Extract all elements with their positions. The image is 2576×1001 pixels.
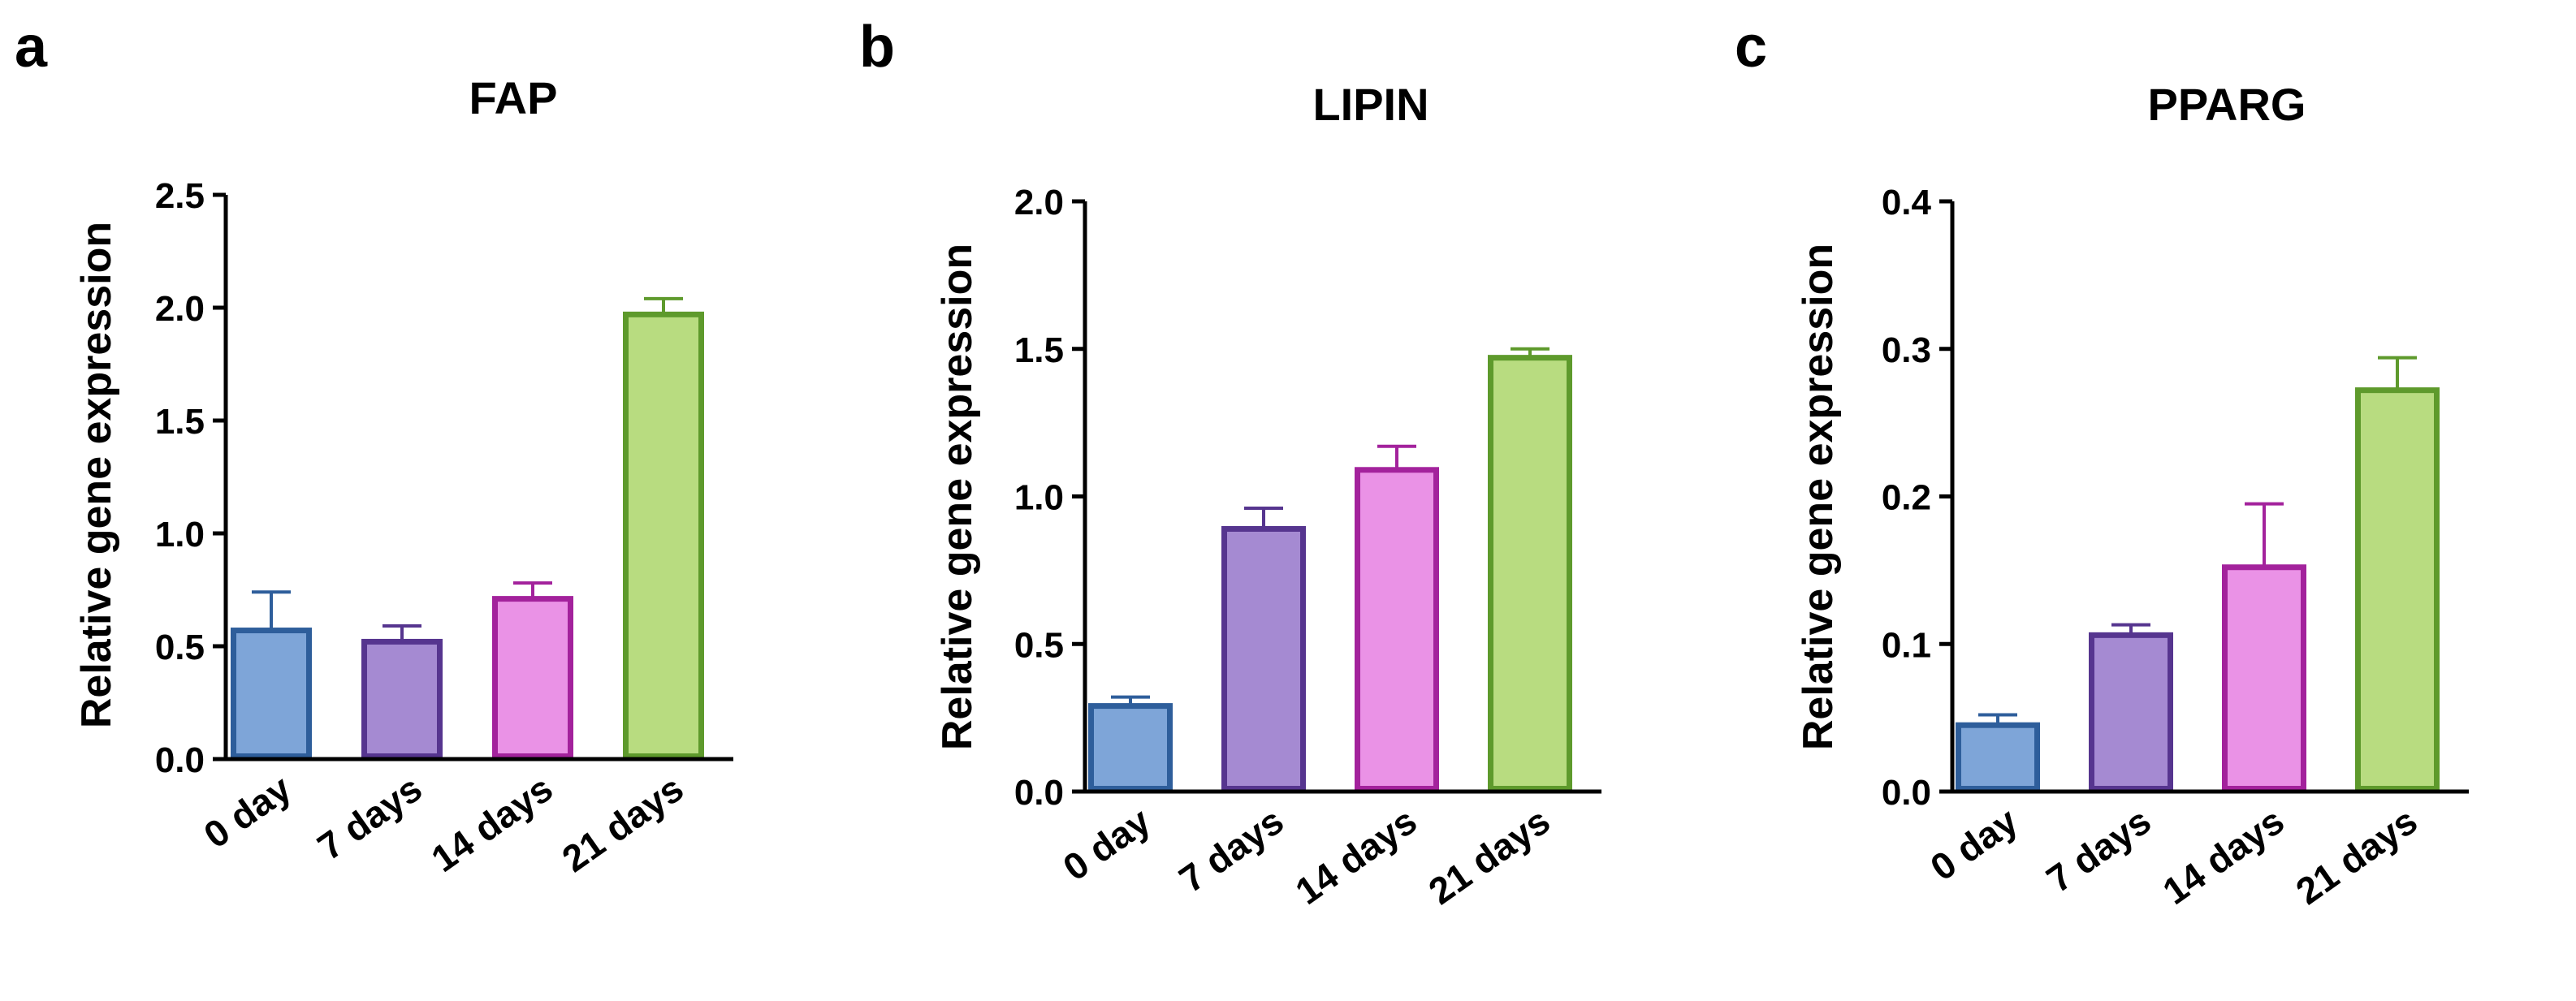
chart-title: LIPIN xyxy=(1312,79,1428,130)
y-tick-label: 1.0 xyxy=(155,515,205,554)
bar-7-days xyxy=(361,638,443,759)
panel-b: b LIPIN Relative gene expression 0 day 7 … xyxy=(859,15,1601,913)
y-axis-label: Relative gene expression xyxy=(934,244,981,750)
y-tick-label: 1.0 xyxy=(1014,478,1064,518)
x-tick-label: 0 day xyxy=(1923,799,2026,888)
bar-0-day xyxy=(231,628,312,759)
x-tick-label: 7 days xyxy=(1172,800,1291,901)
x-tick-label: 14 days xyxy=(1288,800,1424,913)
chart-title: PPARG xyxy=(2148,79,2306,130)
bar-21-days xyxy=(2355,387,2440,792)
y-tick-label: 2.0 xyxy=(1014,183,1064,222)
panel-c: c PPARG Relative gene expression 0 day 7 … xyxy=(1735,15,2469,913)
x-tick-label: 21 days xyxy=(1421,800,1558,913)
x-tick-label: 21 days xyxy=(555,767,691,880)
y-tick-label: 0.1 xyxy=(1882,625,1931,665)
y-tick-label: 0.5 xyxy=(155,628,205,667)
bar-7-days xyxy=(2089,632,2173,792)
x-tick-label: 0 day xyxy=(197,766,300,856)
bar-21-days xyxy=(623,311,704,759)
bar-21-days xyxy=(1488,355,1572,792)
y-tick-label: 2.5 xyxy=(155,176,205,216)
panel-letter: b xyxy=(859,15,895,80)
y-tick-label: 0.0 xyxy=(1882,773,1931,813)
y-tick-label: 0.5 xyxy=(1014,625,1064,665)
y-tick-label: 0.4 xyxy=(1882,183,1932,222)
bar-14-days xyxy=(2222,564,2306,792)
x-tick-label: 0 day xyxy=(1056,799,1159,888)
chart-title: FAP xyxy=(469,72,558,123)
x-tick-label: 14 days xyxy=(424,767,560,880)
x-tick-label: 14 days xyxy=(2155,800,2292,913)
x-tick-label: 21 days xyxy=(2289,800,2425,913)
y-axis-label: Relative gene expression xyxy=(73,222,120,728)
bar-0-day xyxy=(1088,703,1173,792)
bar-7-days xyxy=(1221,525,1306,792)
x-tick-label: 7 days xyxy=(310,767,430,869)
bar-14-days xyxy=(492,596,573,759)
x-tick-label: 7 days xyxy=(2039,800,2159,901)
panel-a: a FAP Relative gene expression 0 day 7 da… xyxy=(15,15,733,880)
panel-letter: a xyxy=(15,15,48,80)
bar-0-day xyxy=(1956,722,2040,792)
bar-14-days xyxy=(1355,467,1439,792)
y-tick-label: 0.2 xyxy=(1882,478,1931,518)
panel-letter: c xyxy=(1735,15,1767,80)
y-axis-label: Relative gene expression xyxy=(1795,244,1842,750)
y-tick-label: 1.5 xyxy=(155,402,205,442)
y-tick-label: 0.0 xyxy=(1014,773,1064,813)
y-tick-label: 0.0 xyxy=(155,740,205,780)
y-tick-label: 0.3 xyxy=(1882,330,1931,370)
y-tick-label: 1.5 xyxy=(1014,330,1064,370)
y-tick-label: 2.0 xyxy=(155,289,205,329)
